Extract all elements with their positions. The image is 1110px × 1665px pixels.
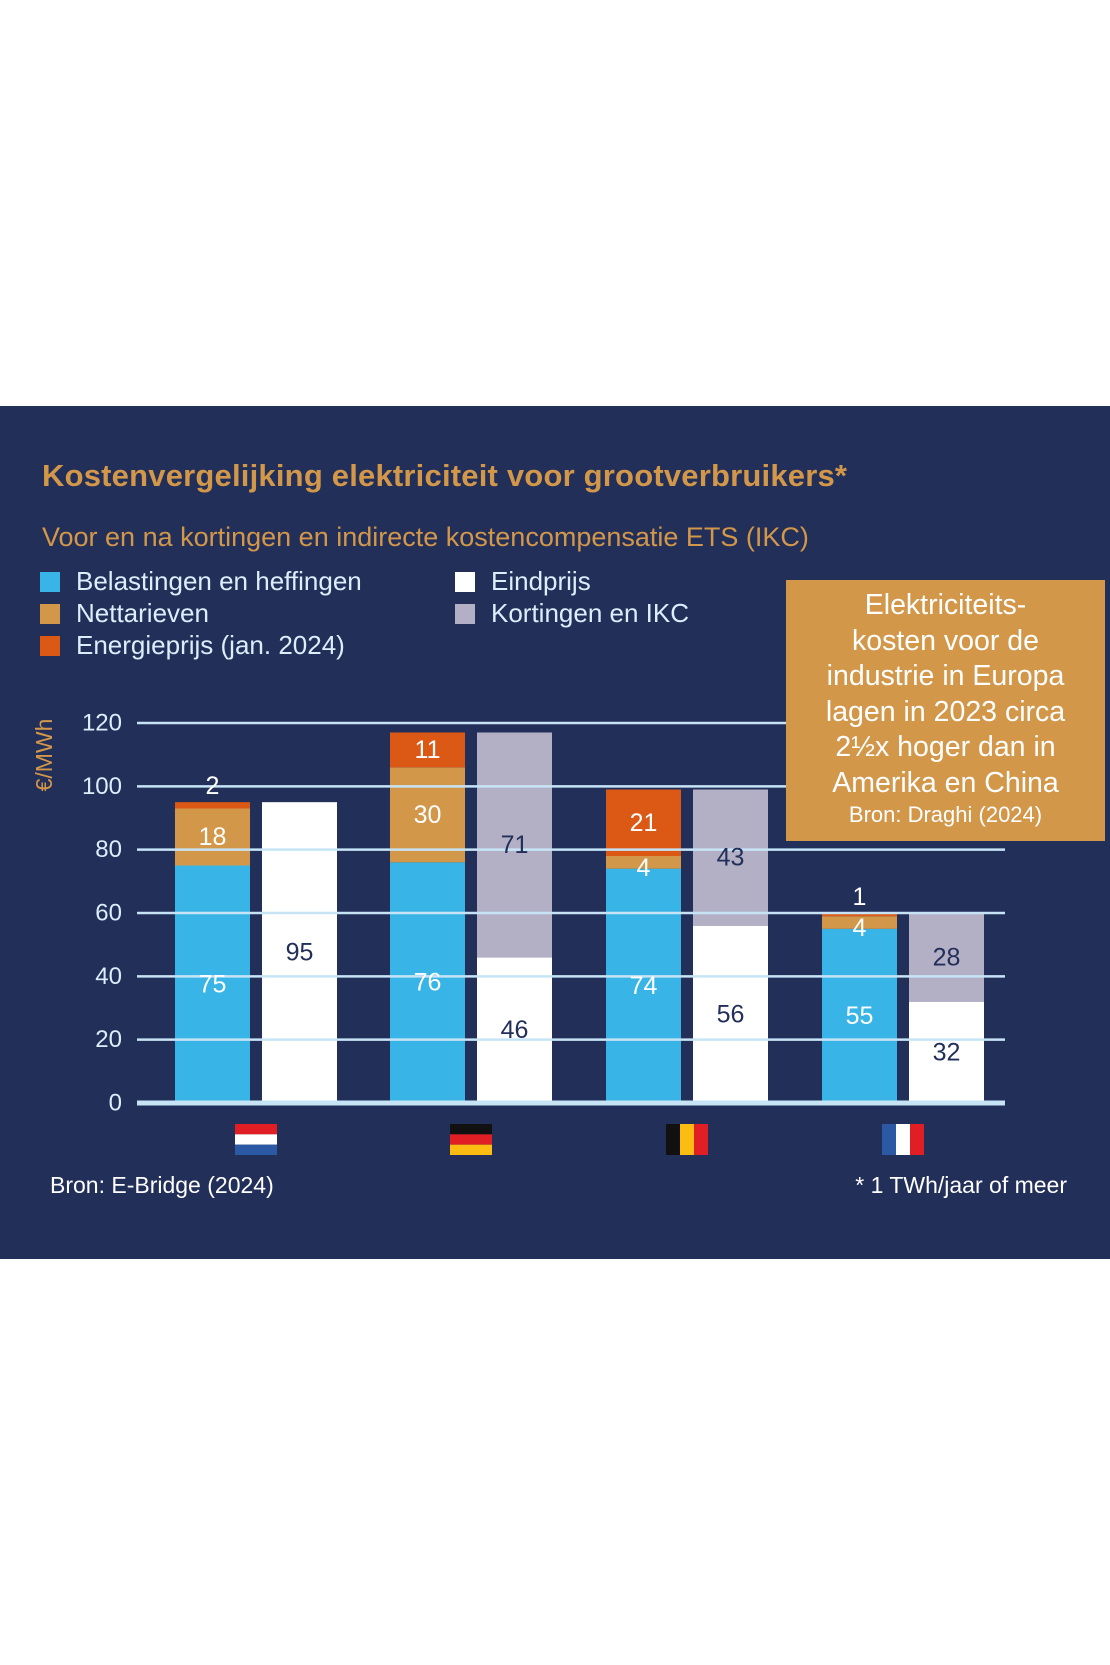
footnote: * 1 TWh/jaar of meer [855, 1172, 1067, 1198]
source-note: Bron: E-Bridge (2024) [50, 1172, 274, 1198]
flag-stripe [450, 1144, 492, 1155]
flag-stripe [680, 1124, 694, 1155]
callout-line: kosten voor de [852, 624, 1039, 657]
legend-swatch-energieprijs [40, 635, 60, 656]
bar-segment-energieprijs [175, 802, 250, 809]
data-label-belastingen: 55 [846, 1002, 874, 1030]
legend-label: Belastingen en heffingen [76, 566, 362, 596]
bar-segment-eindprijs [262, 802, 337, 1103]
y-tick-label: 100 [82, 773, 122, 800]
data-label-eindprijs: 32 [933, 1038, 961, 1066]
y-axis-label: €/MWh [31, 719, 57, 792]
y-tick-label: 20 [95, 1026, 122, 1053]
data-label-eindprijs: 56 [717, 1000, 745, 1028]
legend-label: Nettarieven [76, 598, 209, 628]
flag-germany-icon: Duitsland [450, 1124, 492, 1155]
data-label-belastingen: 74 [630, 972, 658, 1000]
legend-item-kortingen: Kortingen en IKC [455, 598, 689, 629]
chart-subtitle: Voor en na kortingen en indirecte kosten… [42, 522, 809, 552]
callout-line: lagen in 2023 circa [825, 695, 1066, 728]
bar-segment-energieprijs [606, 789, 681, 856]
callout-line: industrie in Europa [826, 660, 1065, 692]
flag-stripe [910, 1124, 924, 1155]
data-label-energieprijs: 11 [415, 736, 441, 764]
bar-segment-eindprijs [909, 1001, 984, 1103]
legend-swatch-eindprijs [455, 571, 475, 592]
callout-source: Bron: Draghi (2024) [848, 802, 1043, 827]
legend-label: Energieprijs (jan. 2024) [76, 630, 345, 660]
bar-segment-nettarieven [822, 916, 897, 929]
y-tick-label: 40 [95, 963, 122, 990]
data-label-energieprijs: 21 [630, 809, 658, 837]
flag-stripe [235, 1124, 277, 1135]
legend-swatch-nettarieven [40, 603, 60, 624]
flag-france-icon: Frankrijk [882, 1124, 924, 1155]
data-label-kortingen: 28 [933, 943, 961, 971]
bar-chart: €/MWh 0 20 40 60 80 100 120 75 18 2 95 76 30 11 46 71 74 4… [31, 710, 1005, 1155]
legend-item-nettarieven: Nettarieven [40, 598, 209, 629]
y-tick-label: 60 [95, 900, 122, 927]
flag-belgium-icon: België [666, 1124, 708, 1155]
legend-item-eindprijs: Eindprijs [455, 566, 591, 597]
bar-segment-nettarieven [175, 808, 250, 866]
data-label-kortingen: 43 [717, 844, 745, 872]
bar-segment-kortingen [909, 913, 984, 1002]
bar-segment-belastingen [175, 865, 250, 1103]
callout-line: 2½x hoger dan in [835, 731, 1056, 763]
callout-line: Amerika en China [832, 766, 1059, 799]
data-label-eindprijs: 95 [286, 939, 314, 967]
bar-segment-eindprijs [477, 957, 552, 1103]
bar-segment-energieprijs [822, 913, 897, 917]
chart-panel: Kostenvergelijking elektriciteit voor gr… [0, 406, 1110, 1259]
data-label-nettarieven: 30 [414, 801, 442, 829]
data-label-belastingen: 75 [199, 970, 227, 998]
bar-segment-eindprijs [693, 925, 768, 1103]
legend-item-belastingen: Belastingen en heffingen [40, 566, 362, 597]
data-label-kortingen: 71 [501, 831, 529, 859]
flag-netherlands-icon: Nederland [235, 1124, 277, 1155]
data-label-nettarieven: 4 [853, 914, 867, 942]
y-tick-label: 120 [82, 710, 122, 737]
data-label-belastingen: 76 [414, 969, 442, 997]
data-label-nettarieven: 4 [637, 854, 651, 882]
bar-segment-belastingen [390, 862, 465, 1103]
legend-label: Eindprijs [491, 566, 591, 596]
legend-swatch-kortingen [455, 603, 475, 624]
bar-segment-energieprijs [390, 732, 465, 768]
bar-segment-belastingen [822, 928, 897, 1103]
flag-stripe [450, 1124, 492, 1135]
chart-title: Kostenvergelijking elektriciteit voor gr… [42, 458, 848, 493]
flag-stripe [235, 1144, 277, 1155]
flag-stripe [666, 1124, 680, 1155]
data-label-energieprijs: 2 [206, 772, 220, 800]
flag-stripe [235, 1134, 277, 1145]
data-label-nettarieven: 18 [199, 823, 227, 851]
data-label-energieprijs: 1 [853, 883, 867, 911]
flag-stripe [896, 1124, 910, 1155]
legend-swatch-belastingen [40, 571, 60, 592]
y-tick-label: 80 [95, 836, 122, 863]
bar-segment-kortingen [693, 789, 768, 926]
flag-stripe [694, 1124, 708, 1155]
bar-segment-nettarieven [606, 856, 681, 869]
callout-box: Elektriciteits- kosten voor de industrie… [786, 580, 1105, 841]
y-tick-label: 0 [109, 1090, 122, 1117]
bar-segment-belastingen [606, 868, 681, 1103]
data-label-eindprijs: 46 [501, 1016, 529, 1044]
flag-stripe [450, 1134, 492, 1145]
legend-item-energieprijs: Energieprijs (jan. 2024) [40, 630, 345, 661]
bar-segment-kortingen [477, 732, 552, 958]
callout-line: Elektriciteits- [864, 589, 1027, 621]
bar-segment-nettarieven [390, 767, 465, 863]
flag-stripe [882, 1124, 896, 1155]
legend-label: Kortingen en IKC [491, 598, 690, 628]
